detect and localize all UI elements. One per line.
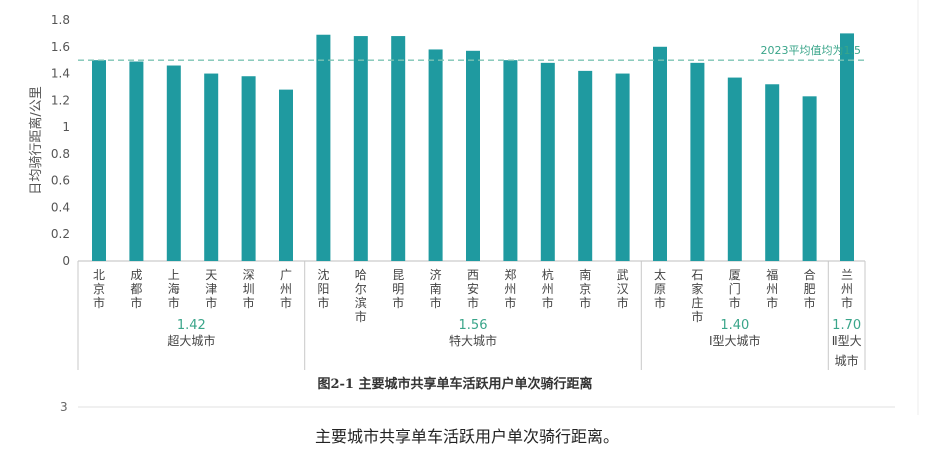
y-tick-label: 0.2 — [51, 227, 70, 241]
page-number: 3 — [60, 400, 68, 414]
bar — [129, 61, 144, 261]
category-label: 天津市 — [205, 268, 217, 310]
category-label: 成都市 — [130, 268, 142, 310]
reference-line-label: 2023平均值均为1.5 — [761, 44, 862, 57]
bar — [241, 76, 256, 261]
y-tick-label: 0.6 — [51, 174, 70, 188]
category-label: 合肥市 — [804, 267, 816, 310]
category-label: 深圳市 — [243, 268, 255, 310]
bar — [578, 70, 593, 261]
y-tick-label: 1.2 — [51, 93, 70, 107]
category-label: 沈阳市 — [317, 267, 329, 310]
bar — [316, 34, 331, 261]
figure-title: 图2-1 主要城市共享单车活跃用户单次骑行距离 — [317, 376, 592, 392]
bar — [503, 60, 518, 261]
category-label: 石家庄市 — [691, 268, 703, 324]
bar — [840, 33, 854, 262]
bar — [727, 77, 742, 261]
bar — [279, 89, 293, 261]
bar — [166, 65, 181, 262]
category-label: 武汉市 — [617, 268, 629, 310]
category-label: 北京市 — [93, 268, 105, 310]
bar — [540, 62, 555, 261]
y-tick-label: 0.4 — [51, 200, 70, 214]
group-name: 特大城市 — [449, 333, 497, 348]
category-label: 广州市 — [280, 268, 292, 310]
bar — [428, 49, 443, 262]
category-label: 厦门市 — [729, 268, 741, 310]
category-label: 兰州市 — [841, 268, 853, 310]
group-average: 1.70 — [832, 318, 861, 333]
bar — [353, 36, 368, 261]
category-label: 福州市 — [766, 267, 778, 310]
bar — [690, 62, 705, 261]
bar — [92, 60, 106, 261]
y-tick-label: 1 — [62, 120, 70, 134]
bar — [653, 46, 667, 262]
bar — [466, 50, 480, 261]
image-caption: 主要城市共享单车活跃用户单次骑行距离。 — [314, 427, 619, 446]
y-axis-label: 日均骑行距离/公里 — [28, 86, 44, 194]
category-label: 济南市 — [430, 267, 442, 310]
group-name: 超大城市 — [167, 333, 215, 348]
category-label: 昆明市 — [392, 268, 404, 310]
category-label: 西安市 — [467, 268, 479, 310]
bar — [802, 96, 817, 261]
category-label: 杭州市 — [542, 267, 554, 310]
group-name: Ⅰ型大城市 — [709, 333, 761, 348]
group-average: 1.42 — [177, 318, 206, 333]
bar — [765, 84, 780, 262]
bar — [204, 73, 219, 261]
y-tick-label: 1.8 — [51, 13, 70, 27]
category-label: 哈尔滨市 — [355, 268, 367, 324]
category-label: 太原市 — [654, 267, 666, 310]
group-average: 1.40 — [720, 318, 749, 333]
group-name: Ⅱ型大城市 — [832, 334, 862, 368]
y-tick-label: 0 — [62, 254, 70, 268]
y-tick-label: 1.6 — [51, 40, 70, 54]
bar — [615, 73, 630, 261]
y-tick-label: 1.4 — [51, 67, 70, 81]
category-label: 上海市 — [168, 268, 180, 310]
category-label: 南京市 — [579, 267, 591, 310]
group-average: 1.56 — [459, 318, 488, 333]
y-tick-label: 0.8 — [51, 147, 70, 161]
category-label: 郑州市 — [504, 267, 516, 310]
bar — [391, 36, 406, 261]
